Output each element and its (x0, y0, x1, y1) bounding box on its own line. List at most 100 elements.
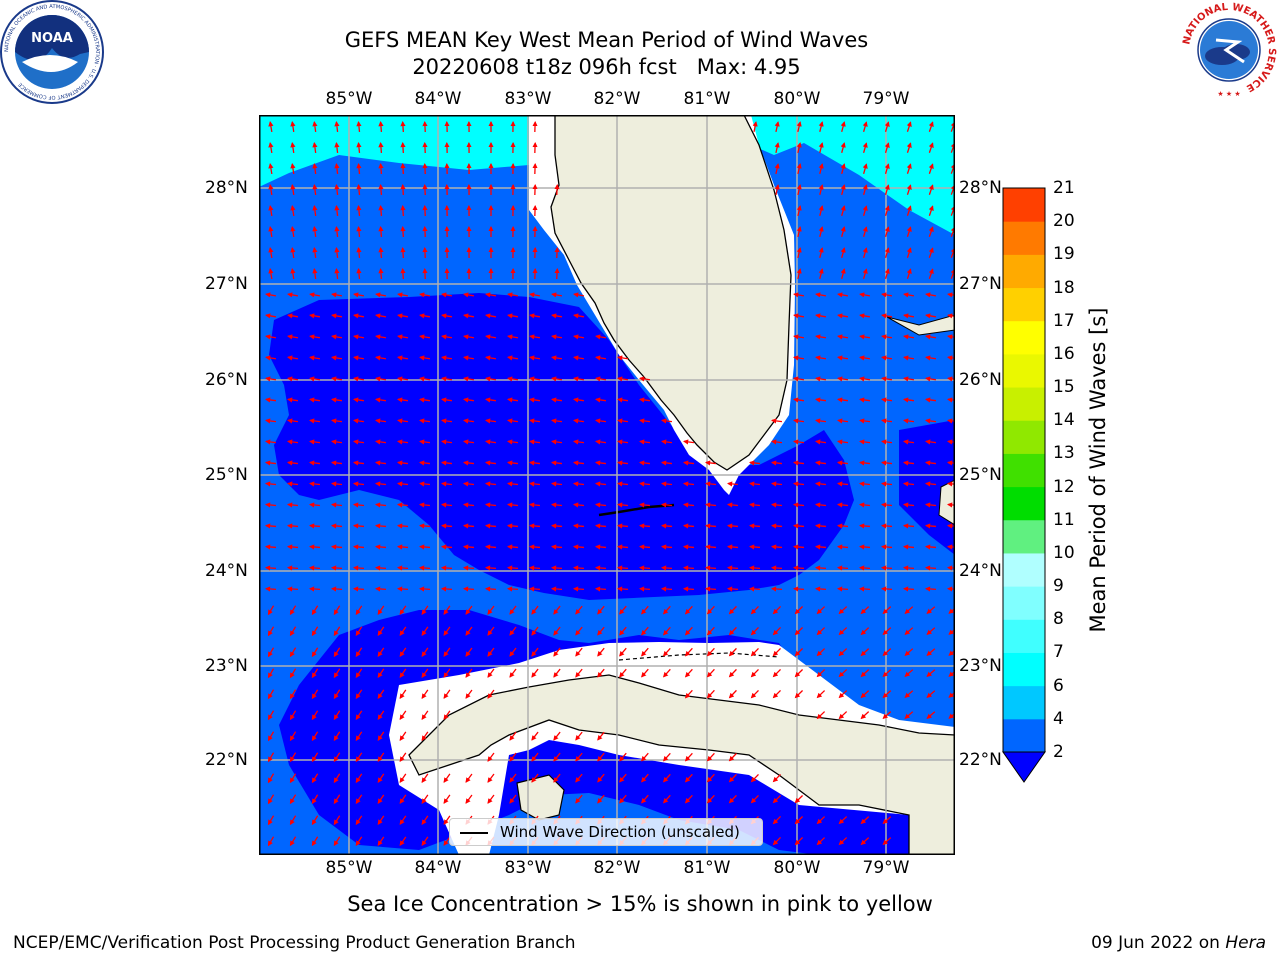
wind-wave-arrow (880, 523, 893, 529)
wind-wave-arrow (443, 647, 451, 657)
wind-wave-arrow (506, 523, 519, 529)
wind-wave-arrow (268, 226, 274, 238)
wind-wave-arrow (463, 418, 475, 424)
wind-wave-arrow (419, 376, 431, 382)
wind-wave-arrow (289, 626, 297, 637)
wind-wave-arrow (946, 565, 955, 571)
wind-wave-arrow (312, 268, 318, 280)
wind-wave-arrow (463, 355, 475, 361)
wind-wave-arrow (528, 544, 541, 550)
wind-wave-arrow (750, 626, 759, 636)
wind-wave-arrow (421, 815, 429, 825)
wind-wave-arrow (815, 376, 827, 382)
wind-wave-arrow (463, 439, 475, 445)
wind-wave-arrow (462, 523, 475, 529)
wind-wave-arrow (286, 502, 299, 508)
wind-wave-arrow (331, 313, 343, 319)
wind-wave-arrow (796, 226, 802, 238)
wind-wave-arrow (421, 647, 429, 657)
wind-wave-arrow (507, 418, 519, 424)
wind-wave-arrow (374, 544, 387, 550)
wind-wave-arrow (682, 586, 695, 592)
wind-wave-arrow (840, 268, 846, 279)
wind-wave-arrow (399, 668, 407, 678)
wind-wave-arrow (860, 837, 870, 846)
wind-wave-arrow (906, 205, 912, 216)
wind-wave-arrow (419, 313, 431, 319)
wind-wave-arrow (352, 586, 365, 592)
wind-wave-arrow (268, 184, 274, 196)
wind-wave-arrow (860, 606, 870, 615)
wind-wave-arrow (462, 460, 475, 466)
wind-wave-arrow (597, 626, 605, 636)
wind-wave-arrow (837, 355, 849, 361)
wind-wave-arrow (485, 376, 497, 382)
wind-wave-arrow (312, 226, 318, 238)
wind-wave-arrow (840, 205, 846, 216)
wind-wave-arrow (796, 205, 802, 217)
wind-wave-arrow (311, 773, 319, 784)
wind-wave-arrow (682, 544, 695, 550)
colorbar-tick-label: 19 (1053, 244, 1075, 265)
wind-wave-arrow (399, 626, 407, 636)
wind-wave-arrow (836, 586, 849, 592)
wind-wave-arrow (815, 334, 827, 340)
wind-wave-arrow (704, 502, 717, 508)
wind-wave-arrow (419, 439, 431, 445)
wind-wave-arrow (309, 418, 321, 424)
wind-wave-arrow (772, 836, 781, 846)
footer-branch: NCEP/EMC/Verification Post Processing Pr… (13, 933, 576, 953)
wind-wave-arrow (906, 247, 912, 258)
wind-wave-arrow (419, 334, 431, 340)
wind-wave-arrow (331, 292, 343, 298)
wind-wave-arrow (862, 142, 868, 153)
wind-wave-arrow (465, 605, 473, 615)
wind-wave-arrow (553, 731, 561, 741)
wind-wave-arrow (531, 731, 539, 741)
wind-wave-arrow (377, 752, 385, 763)
wind-wave-arrow (421, 626, 429, 636)
wind-wave-arrow (484, 460, 497, 466)
wind-wave-arrow (840, 226, 846, 237)
wind-wave-arrow (818, 163, 824, 175)
wind-wave-arrow (726, 586, 739, 592)
wind-wave-arrow (772, 794, 781, 804)
wind-wave-arrow (352, 523, 365, 529)
wind-wave-arrow (860, 711, 870, 720)
wind-wave-arrow (375, 376, 387, 382)
wind-wave-arrow (816, 648, 826, 657)
wind-wave-arrow (400, 120, 406, 133)
colorbar-tick-label: 21 (1053, 178, 1075, 198)
colorbar-tick-label: 12 (1053, 476, 1075, 497)
wind-wave-arrow (289, 605, 297, 616)
wind-wave-arrow (330, 544, 343, 550)
wind-wave-arrow (509, 647, 517, 657)
wind-wave-arrow (902, 565, 915, 571)
colorbar-title: Mean Period of Wind Waves [s] (1086, 307, 1110, 633)
wind-wave-arrow (928, 226, 934, 237)
wind-wave-arrow (770, 460, 783, 466)
wind-wave-arrow (748, 523, 761, 529)
wind-wave-arrow (462, 565, 475, 571)
wind-wave-arrow (881, 439, 893, 445)
wind-wave-arrow (399, 794, 407, 804)
colorbar-tick-label: 8 (1053, 609, 1064, 630)
wind-wave-arrow (619, 647, 627, 657)
wind-wave-arrow (882, 648, 892, 657)
wind-wave-arrow (594, 460, 607, 466)
lat-tick-right: 23°N (959, 656, 1002, 676)
wind-wave-arrow (684, 668, 693, 678)
wind-wave-arrow (443, 626, 451, 636)
wind-wave-arrow (793, 418, 805, 424)
wind-wave-arrow (641, 605, 649, 615)
wind-wave-arrow (485, 397, 497, 403)
wind-wave-arrow (529, 397, 541, 403)
wind-wave-arrow (397, 439, 409, 445)
wind-wave-arrow (770, 502, 783, 508)
wind-wave-arrow (378, 141, 384, 154)
wind-wave-arrow (858, 481, 871, 487)
lat-tick-left: 27°N (205, 274, 248, 294)
wind-wave-arrow (726, 544, 739, 550)
wind-wave-arrow (355, 815, 363, 826)
wind-wave-arrow (924, 460, 937, 466)
